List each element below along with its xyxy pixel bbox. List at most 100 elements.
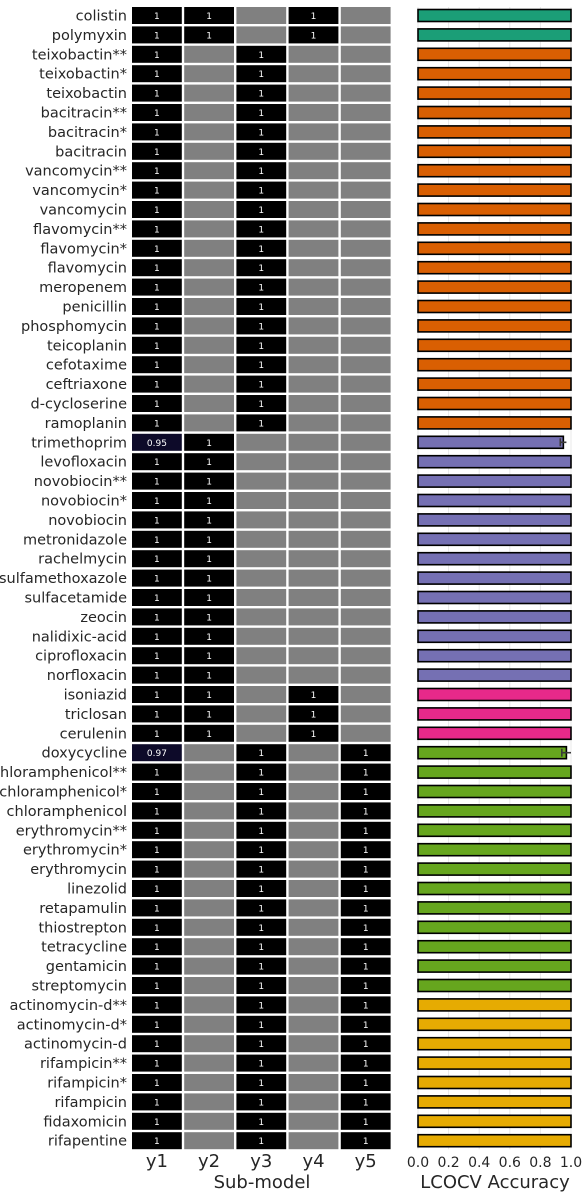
heatmap-cell	[184, 802, 234, 820]
row-label: bacitracin	[55, 144, 127, 160]
bars	[417, 8, 572, 1148]
heatmap-cell	[132, 860, 182, 878]
row-label: rifampicin**	[40, 1056, 127, 1072]
heatmap-cell	[288, 492, 339, 509]
heatmap-cell-label: 1	[258, 885, 264, 895]
heatmap-cell	[236, 298, 287, 315]
heatmap-cell	[288, 1112, 339, 1130]
bar-x-tick: 0.6	[499, 1155, 521, 1171]
accuracy-bar	[417, 862, 572, 876]
heatmap-cell	[340, 298, 391, 315]
heatmap-cell	[236, 763, 287, 781]
heatmap-cell	[236, 45, 287, 63]
heatmap-cell	[340, 162, 391, 180]
row-label: nalidixic-acid	[32, 629, 127, 645]
heatmap-cell-label: 1	[311, 710, 317, 720]
heatmap-cell-label: 1	[154, 594, 160, 604]
heatmap-cell	[236, 880, 287, 897]
heatmap-cell	[184, 220, 234, 238]
heatmap-cell-label: 1	[363, 769, 369, 779]
heatmap-cell-label: 1	[154, 652, 160, 662]
heatmap-cell	[132, 433, 182, 451]
heatmap-cell	[288, 511, 339, 529]
heatmap-cell	[184, 996, 234, 1014]
heatmap-cell	[288, 1054, 339, 1072]
row-label: rachelmycin	[38, 552, 127, 568]
bar-x-tick: 0.4	[468, 1155, 490, 1171]
heatmap-cell	[184, 783, 234, 800]
heatmap-cell	[184, 1112, 234, 1130]
heatmap-cell	[132, 705, 182, 723]
heatmap-cell	[340, 65, 391, 83]
heatmap-cell	[184, 7, 234, 24]
heatmap-cell	[288, 550, 339, 568]
heatmap-cell	[132, 278, 182, 296]
heatmap-cell	[184, 414, 234, 432]
heatmap-cell-label: 1	[258, 1060, 264, 1070]
heatmap-cell	[340, 880, 391, 897]
heatmap-cell-label: 1	[154, 1098, 160, 1108]
heatmap-cell	[288, 278, 339, 296]
heatmap-cell-label: 1	[258, 51, 264, 61]
heatmap-cell	[184, 1132, 234, 1150]
heatmap-cell	[340, 1054, 391, 1072]
heatmap-cell-label: 1	[154, 691, 160, 701]
heatmap-cell-label: 1	[154, 846, 160, 856]
heatmap-cell-label: 1	[311, 730, 317, 740]
heatmap-cell	[288, 763, 339, 781]
heatmap-cell	[236, 783, 287, 800]
heatmap-cell	[236, 1035, 287, 1053]
heatmap-cell	[288, 65, 339, 83]
heatmap-cell-label: 1	[363, 1137, 369, 1147]
heatmap-cell	[288, 938, 339, 956]
heatmap-cell	[236, 278, 287, 296]
heatmap-cell	[184, 1093, 234, 1111]
heatmap-cell	[184, 162, 234, 180]
heatmap-cell-label: 1	[258, 807, 264, 817]
accuracy-bar	[417, 998, 572, 1012]
heatmap-cell-label: 1	[206, 594, 212, 604]
heatmap-cell-label: 1	[206, 12, 212, 22]
heatmap-cell	[184, 1074, 234, 1091]
heatmap-cell-label: 1	[258, 187, 264, 197]
heatmap-cell	[288, 686, 339, 703]
accuracy-bar	[417, 901, 572, 915]
heatmap-cell-label: 0.97	[147, 749, 167, 759]
accuracy-bar	[417, 338, 572, 353]
accuracy-bar	[417, 842, 572, 857]
heatmap-cell	[340, 1015, 391, 1033]
heatmap-cell-label: 1	[363, 827, 369, 837]
heatmap-cell	[184, 239, 234, 257]
heatmap-cell	[132, 802, 182, 820]
heatmap-cell	[132, 1015, 182, 1033]
heatmap-cell-label: 1	[154, 904, 160, 914]
heatmap-cell	[288, 84, 339, 102]
heatmap-cell-label: 1	[206, 497, 212, 507]
heatmap-cell	[236, 7, 287, 24]
heatmap-cell	[288, 996, 339, 1014]
heatmap-cell	[184, 957, 234, 975]
heatmap-cell-label: 1	[154, 1001, 160, 1011]
heatmap-cell	[340, 472, 391, 490]
heatmap-cell	[236, 1093, 287, 1111]
heatmap-cell	[184, 821, 234, 839]
heatmap-cell-label: 1	[206, 710, 212, 720]
accuracy-bar	[417, 687, 572, 702]
heatmap-cell	[288, 1015, 339, 1033]
heatmap-x-tick: y4	[302, 1151, 324, 1172]
heatmap-cell-label: 1	[258, 167, 264, 177]
heatmap-cell	[340, 724, 391, 742]
row-label: teixobactin*	[39, 67, 127, 83]
accuracy-bar	[417, 105, 572, 120]
heatmap-cell-label: 1	[363, 1040, 369, 1050]
heatmap-cell	[184, 142, 234, 160]
heatmap-cell	[236, 977, 287, 994]
heatmap-cell	[184, 841, 234, 859]
heatmap-cell	[288, 899, 339, 917]
bar-x-axis-title: LCOCV Accuracy	[420, 1172, 570, 1193]
heatmap-cell	[288, 259, 339, 277]
heatmap-cell-label: 1	[258, 1118, 264, 1128]
heatmap-cell	[184, 181, 234, 199]
heatmap-cell-label: 1	[258, 128, 264, 138]
heatmap-cell	[236, 317, 287, 335]
